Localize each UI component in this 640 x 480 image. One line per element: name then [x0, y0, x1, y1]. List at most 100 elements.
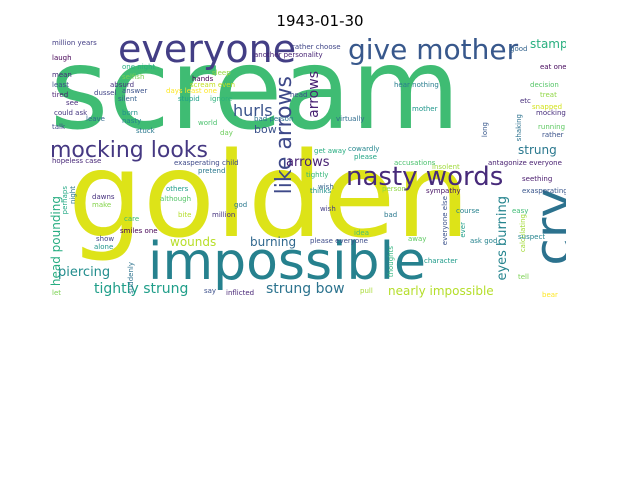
word-good: good	[510, 45, 528, 53]
word-stamp: stamp	[530, 37, 566, 51]
word-silent: silent	[118, 95, 138, 103]
word-strung-bow: strung bow	[266, 281, 345, 297]
word-cry: cry	[524, 188, 566, 266]
word-say: say	[204, 287, 217, 295]
word-strung: strung	[518, 143, 557, 157]
word-thoughts: thoughts	[387, 246, 395, 278]
word-make: make	[92, 201, 112, 209]
word-person: person	[382, 185, 406, 193]
word-long: long	[481, 122, 489, 138]
word-eat-one: eat one	[540, 63, 566, 71]
word-please: please	[354, 153, 377, 161]
word-tell: tell	[518, 273, 529, 281]
word-nasty-words: nasty words	[346, 162, 504, 192]
word-insolent: insolent	[432, 163, 460, 171]
word-million: million	[212, 211, 236, 219]
word-dawns: dawns	[92, 193, 115, 201]
word-golden: golden	[68, 126, 471, 264]
word-snapped: snapped	[532, 103, 563, 111]
word-arrows-2: arrows	[286, 155, 330, 170]
word-head: head	[290, 91, 308, 99]
word-everyone-else: everyone else	[441, 196, 449, 246]
word-please-everyone: please everyone	[310, 237, 368, 245]
figure-title: 1943-01-30	[276, 12, 364, 30]
word-burning: burning	[250, 235, 297, 249]
word-talk: talk	[52, 123, 66, 131]
word-one-night: one night	[122, 63, 156, 71]
word-least: least	[52, 81, 69, 89]
word-impossible: impossible	[148, 232, 427, 292]
word-everyone: everyone	[118, 36, 297, 71]
word-let: let	[52, 289, 61, 297]
word-nasty: nasty	[122, 117, 142, 125]
word-stuck: stuck	[136, 127, 155, 135]
word-arrows: arrows	[306, 71, 322, 118]
word-born: born	[122, 109, 138, 117]
word-although: although	[160, 195, 192, 203]
word-get-away: get away	[314, 147, 347, 155]
word-idea: idea	[354, 229, 369, 237]
word-nearly-impossible: nearly impossible	[388, 284, 494, 298]
word-give-mother: give mother	[348, 36, 519, 66]
word-pretend: pretend	[198, 167, 226, 175]
word-hear-nothing: hear nothing	[394, 81, 439, 89]
word-mocking: mocking	[536, 109, 566, 117]
word-smiles-one: smiles one	[120, 227, 158, 235]
word-bow: bow	[254, 123, 277, 136]
word-antagonize-everyone: antagonize everyone	[488, 159, 562, 167]
word-accusations: accusations	[394, 159, 436, 167]
word-night: night	[69, 186, 77, 205]
word-cowardly: cowardly	[348, 145, 380, 153]
word-show: show	[96, 235, 115, 243]
word-tired: tired	[52, 91, 69, 99]
word-see: see	[66, 99, 79, 107]
word-ignore: ignore	[210, 95, 233, 103]
word-bite: bite	[178, 211, 192, 219]
word-inflicted: inflicted	[226, 289, 255, 297]
word-treat: treat	[540, 91, 557, 99]
word-dussel: dussel	[94, 89, 117, 97]
word-could-ask: could ask	[54, 109, 88, 117]
word-hopeless-case: hopeless case	[52, 157, 102, 165]
word-million-years: million years	[52, 39, 97, 47]
word-pull: pull	[360, 287, 373, 295]
word-virtually: virtually	[336, 115, 365, 123]
word-sympathy: sympathy	[426, 187, 461, 195]
word-day: day	[220, 129, 233, 137]
word-cloud: scream golden impossible everyone give m…	[48, 36, 566, 298]
word-days-least-one: days least one	[166, 87, 217, 95]
word-hurls: hurls	[233, 101, 273, 120]
word-selfish: selfish	[122, 73, 145, 81]
word-world: world	[198, 119, 218, 127]
word-hands: hands	[192, 75, 214, 83]
word-perhaps: perhaps	[61, 186, 69, 215]
word-mother: mother	[412, 105, 438, 113]
word-rather: rather	[542, 131, 564, 139]
word-bad: bad	[384, 211, 398, 219]
word-absurd: absurd	[110, 81, 135, 89]
word-wish-2: wish	[320, 205, 336, 213]
word-ask-god: ask god	[470, 237, 498, 245]
word-exasperating: exasperating	[522, 187, 566, 195]
word-stupid: stupid	[178, 95, 200, 103]
word-thinks: thinks	[310, 187, 332, 195]
word-tightly: tightly	[306, 171, 329, 179]
word-others: others	[166, 185, 189, 193]
word-away: away	[408, 235, 427, 243]
word-seething: seething	[522, 175, 553, 183]
word-piercing: piercing	[58, 265, 111, 280]
word-scream-even: scream even	[190, 81, 236, 89]
word-decision: decision	[530, 81, 559, 89]
word-bear: bear	[542, 291, 558, 299]
word-wish: wish	[318, 183, 334, 191]
word-etc: etc	[520, 97, 531, 105]
word-suspect: suspect	[518, 233, 546, 241]
word-leave: leave	[86, 115, 105, 123]
word-character: character	[424, 257, 458, 265]
word-another-personality: another personality	[254, 51, 323, 59]
word-shaking: shaking	[515, 114, 523, 142]
word-tightly-strung: tightly strung	[94, 281, 189, 297]
word-rather-choose: rather choose	[292, 43, 341, 51]
word-running: running	[538, 123, 566, 131]
word-suddenly: suddenly	[127, 262, 135, 294]
